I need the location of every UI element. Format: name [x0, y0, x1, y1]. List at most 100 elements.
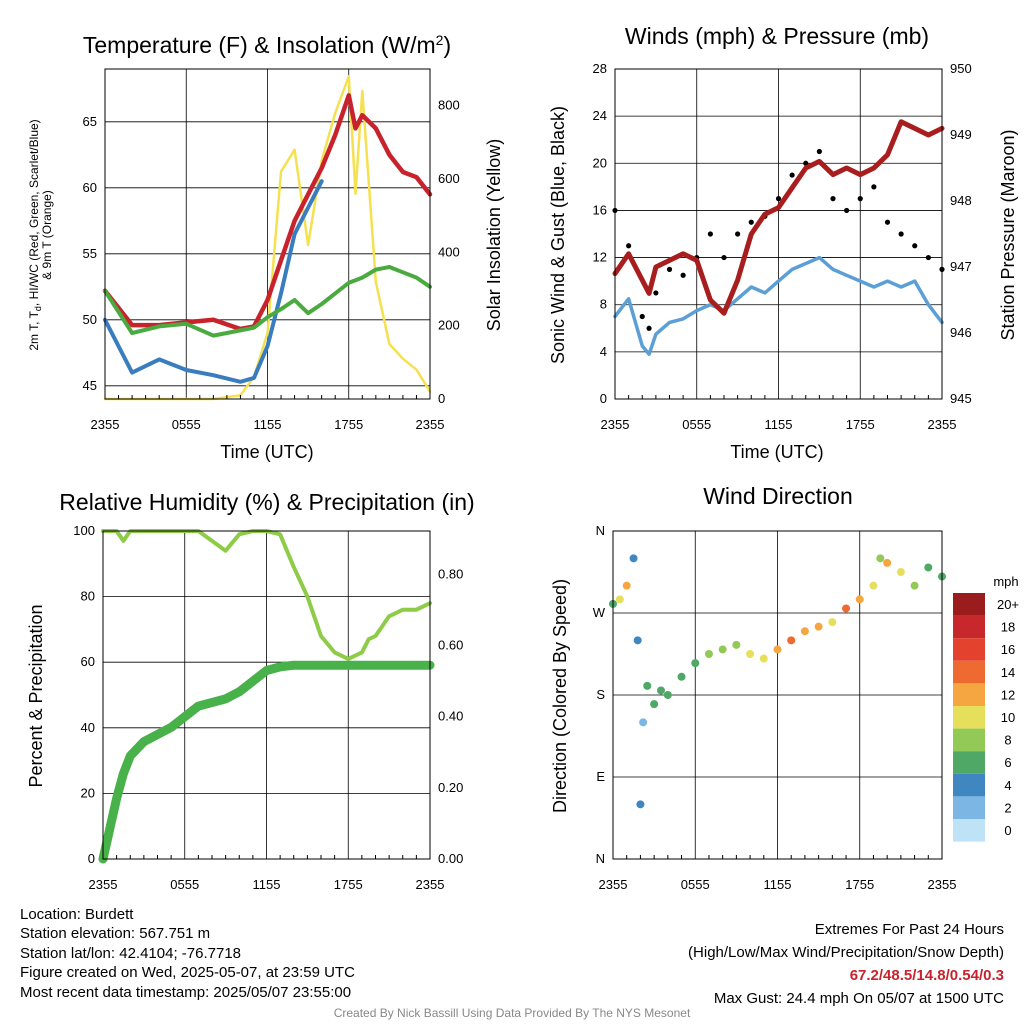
y-tick-label: 20: [593, 155, 607, 170]
gust-point: [816, 148, 822, 155]
gust-point: [775, 196, 782, 202]
winds-panel-title: Winds (mph) & Pressure (mb): [625, 23, 929, 49]
y2-tick-label: 948: [950, 193, 972, 208]
temperature-x-label: Time (UTC): [220, 442, 313, 462]
humidity-grid: [103, 530, 430, 860]
y2-tick-label: 200: [438, 318, 460, 333]
temperature-x-ticks: 2355 0555 1155 1755 2355: [91, 395, 445, 432]
direction-point: [828, 618, 837, 627]
precipitation-line: [98, 660, 435, 864]
direction-point: [718, 645, 727, 654]
x-tick-label: 2355: [928, 417, 957, 432]
gust-point: [898, 231, 904, 237]
direction-point: [924, 563, 933, 572]
y-tick-label: 60: [81, 654, 95, 669]
winds-grid: [615, 68, 942, 400]
y-tick-label: 12: [593, 250, 607, 265]
y-tick-label: 100: [73, 523, 95, 538]
y-tick-label: 60: [83, 180, 97, 195]
extremes-subtitle: (High/Low/Max Wind/Precipitation/Snow De…: [688, 944, 1004, 961]
direction-point: [691, 659, 700, 668]
direction-y-ticks: N E S W N: [593, 523, 606, 866]
wind-direction-panel: Wind Direction 2355 0555 1155 1755 2355 N E S W…: [550, 483, 1019, 892]
humidity-x-ticks: 2355 0555 1155 1755 2355: [89, 855, 444, 892]
temperature-line: [102, 93, 433, 332]
x-tick-label: 0555: [681, 877, 710, 892]
pressure-y-ticks: 945 946 947 948 949 950: [950, 61, 972, 406]
direction-point: [643, 681, 652, 690]
humidity-plot-frame: [102, 530, 431, 860]
gust-point: [639, 313, 645, 320]
x-tick-label: 1155: [254, 417, 282, 432]
direction-y-label: Direction (Colored By Speed): [550, 579, 570, 813]
y2-tick-label: 0.60: [438, 638, 463, 653]
y-tick-label: W: [593, 605, 606, 620]
dewpoint-line: [103, 265, 432, 338]
legend-label: 12: [1001, 687, 1015, 702]
x-tick-label: 2355: [91, 417, 120, 432]
y2-tick-label: 0: [438, 391, 445, 406]
humidity-y-label: Percent & Precipitation: [26, 604, 46, 787]
y2-tick-label: 0.20: [438, 780, 463, 795]
y2-tick-label: 949: [950, 127, 972, 142]
legend-label: 0: [1004, 823, 1011, 838]
winds-x-label: Time (UTC): [730, 442, 823, 462]
direction-point: [869, 581, 878, 590]
direction-point: [677, 672, 686, 681]
insolation-y-label: Solar Insolation (Yellow): [484, 139, 504, 331]
station-elevation: Station elevation: 567.751 m: [20, 925, 211, 943]
legend-swatch: [953, 773, 985, 797]
legend-label: 4: [1004, 778, 1011, 793]
temperature-y-ticks: 45 50 55 60 65: [83, 114, 97, 393]
direction-point: [650, 700, 659, 709]
direction-point: [883, 558, 892, 567]
y2-tick-label: 945: [950, 391, 972, 406]
winds-x-ticks: 2355 0555 1155 1755 2355: [601, 395, 957, 432]
direction-point: [800, 627, 809, 636]
winds-series: [612, 119, 945, 356]
max-gust: Max Gust: 24.4 mph On 05/07 at 1500 UTC: [713, 990, 1004, 1007]
y-tick-label: 55: [83, 246, 97, 261]
direction-point: [639, 718, 648, 727]
y2-tick-label: 0.00: [438, 851, 463, 866]
insolation-y-ticks: 0 200 400 600 800: [438, 98, 460, 406]
recent-timestamp: Most recent data timestamp: 2025/05/07 2…: [20, 983, 352, 1001]
x-tick-label: 1155: [253, 877, 281, 892]
precip-y-ticks: 0.00 0.20 0.40 0.60 0.80: [438, 566, 463, 866]
y2-tick-label: 600: [438, 171, 460, 186]
y-tick-label: 24: [593, 108, 607, 123]
temperature-plot-frame: [104, 68, 431, 400]
gust-point: [912, 243, 918, 249]
x-tick-label: 2355: [601, 417, 630, 432]
y2-tick-label: 0.40: [438, 709, 463, 724]
direction-point: [656, 686, 665, 695]
legend-label: 20+: [997, 597, 1019, 612]
svg-text:2m T, Td, HI/WC (Red, Green, S: 2m T, Td, HI/WC (Red, Green, Scarlet/Blu…: [27, 119, 43, 350]
gust-point: [844, 207, 850, 214]
temperature-panel: Temperature (F) & Insolation (W/m2) 2355…: [27, 32, 504, 462]
gust-point: [803, 160, 809, 166]
direction-point: [896, 568, 905, 576]
y-tick-label: 40: [81, 720, 95, 735]
y2-tick-label: 950: [950, 61, 972, 76]
direction-point: [629, 554, 638, 563]
gust-point: [871, 184, 877, 190]
direction-point: [814, 622, 823, 631]
gust-point: [748, 219, 754, 225]
wind-direction-panel-title: Wind Direction: [703, 483, 853, 509]
legend-swatch: [953, 706, 985, 729]
legend-label: 14: [1001, 665, 1015, 680]
direction-point: [787, 636, 796, 645]
x-tick-label: 2355: [416, 417, 445, 432]
winds-y-label: Sonic Wind & Gust (Blue, Black): [548, 106, 568, 364]
gust-point: [789, 172, 795, 178]
humidity-panel-title: Relative Humidity (%) & Precipitation (i…: [59, 489, 474, 515]
legend-label: 2: [1004, 800, 1011, 815]
temperature-y-label: 2m T, Td, HI/WC (Red, Green, Scarlet/Blu…: [27, 119, 54, 350]
x-tick-label: 0555: [682, 417, 711, 432]
y-tick-label: 0: [88, 851, 95, 866]
extremes-box: Extremes For Past 24 Hours (High/Low/Max…: [688, 918, 1004, 1010]
direction-point: [622, 581, 631, 590]
direction-point: [746, 650, 755, 658]
